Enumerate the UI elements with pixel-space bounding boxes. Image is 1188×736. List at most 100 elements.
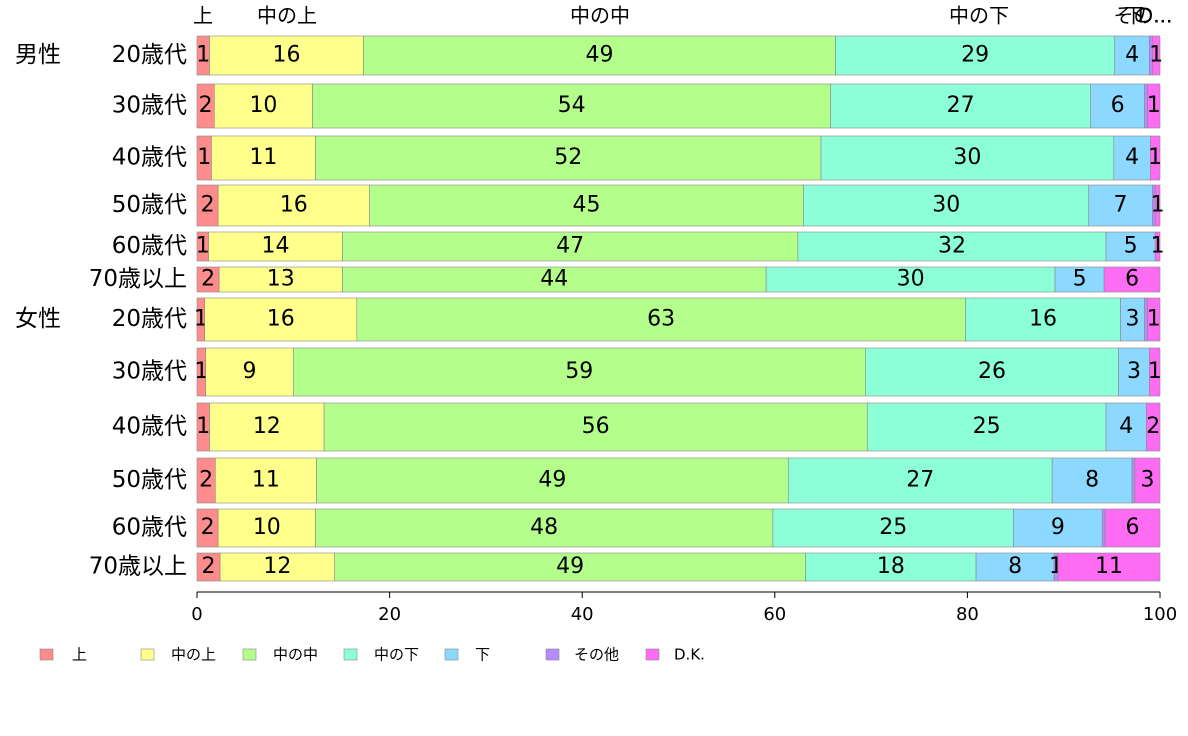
value-label: 63	[647, 307, 675, 332]
bar-segment	[866, 402, 1107, 452]
top-label: 上	[193, 4, 213, 28]
bar-segment	[1105, 402, 1147, 452]
bar-segment	[1105, 231, 1156, 262]
bar-segment	[1154, 231, 1161, 262]
bar-segment	[211, 135, 316, 181]
legend-item: 中の上	[140, 646, 216, 664]
bar-row: 40歳代 1 12 56 25 4 2	[112, 402, 1161, 452]
bar-segment	[214, 83, 313, 129]
row-label: 30歳代	[112, 359, 187, 385]
bar-segment	[217, 184, 370, 227]
row-label: 60歳代	[112, 233, 187, 259]
bar-segment	[1113, 135, 1151, 181]
bar-segment	[1104, 508, 1161, 548]
bar-segment	[356, 297, 966, 342]
x-axis: 0 20 40 60 80 100	[191, 591, 1177, 625]
top-label: 中の上	[257, 4, 317, 28]
top-label: 下	[1124, 4, 1144, 28]
value-label: 1	[1148, 145, 1162, 170]
value-label: 25	[879, 515, 907, 540]
value-label: 2	[201, 193, 215, 218]
bar-row: 60歳代 2 10 48 25 9 6	[112, 508, 1161, 548]
bar-segment	[865, 347, 1119, 397]
row-label: 40歳代	[112, 414, 187, 440]
value-label: 1	[196, 234, 210, 259]
row-label: 70歳以上	[89, 554, 187, 580]
bar-segment	[1151, 35, 1161, 76]
bar-segment	[835, 35, 1116, 76]
value-label: 1	[1151, 234, 1165, 259]
top-label: 中の中	[570, 4, 630, 28]
legend-item: 下	[444, 646, 490, 664]
bar-segment	[1101, 508, 1106, 548]
value-label: 12	[263, 554, 291, 579]
legend-item: その他	[545, 646, 619, 664]
bar-segment	[820, 135, 1115, 181]
bar-segment	[1150, 135, 1161, 181]
bar-row: 30歳代 2 10 54 27 6 1	[112, 83, 1161, 129]
bar-segment	[1118, 347, 1150, 397]
value-label: 49	[556, 554, 584, 579]
row-label: 40歳代	[112, 145, 187, 171]
value-label: 10	[249, 93, 277, 118]
bar-segment	[1051, 457, 1133, 504]
value-label: 1	[1147, 307, 1161, 332]
value-label: 11	[252, 468, 280, 493]
bar-segment	[1090, 83, 1145, 129]
value-label: 6	[1125, 267, 1139, 292]
top-label: D...	[1138, 4, 1172, 28]
value-label: 11	[249, 145, 277, 170]
x-tick-label: 20	[378, 604, 401, 625]
x-tick-label: 40	[571, 604, 594, 625]
row-label: 30歳代	[112, 93, 187, 119]
value-label: 16	[280, 193, 308, 218]
value-label: 10	[253, 515, 281, 540]
value-label: 1	[196, 43, 210, 68]
bar-segment	[214, 457, 317, 504]
value-label: 13	[267, 267, 295, 292]
value-label: 5	[1073, 267, 1087, 292]
x-tick-label: 100	[1143, 604, 1177, 625]
legend-item: 中の中	[242, 646, 318, 664]
bar-segment	[315, 135, 822, 181]
legend-label: D.K.	[674, 646, 705, 664]
legend-label: 下	[475, 646, 490, 664]
value-label: 1	[1149, 43, 1163, 68]
bar-row: 女性 20歳代 1 16 63 16 3 1	[15, 297, 1161, 342]
bar-segment	[316, 457, 789, 504]
value-label: 27	[906, 468, 934, 493]
value-label: 2	[199, 93, 213, 118]
value-label: 1	[1151, 193, 1165, 218]
legend-swatch	[545, 648, 560, 661]
bar-segment	[369, 184, 804, 227]
bar-segment	[218, 266, 343, 293]
bar-segment	[1147, 83, 1161, 129]
bar-row: 40歳代 1 11 52 30 4 1	[112, 135, 1162, 181]
bar-segment	[765, 266, 1056, 293]
value-label: 30	[897, 267, 925, 292]
value-label: 16	[1029, 307, 1057, 332]
value-label: 26	[978, 359, 1006, 384]
legend-item: 上	[39, 646, 87, 664]
bar-segment	[205, 347, 294, 397]
legend-swatch	[343, 648, 358, 661]
bar-segment	[209, 402, 325, 452]
bar-segment	[219, 552, 336, 582]
legend-label: その他	[574, 646, 619, 664]
value-label: 3	[1126, 307, 1140, 332]
x-tick-label: 0	[191, 604, 202, 625]
x-tick-label: 80	[956, 604, 979, 625]
bar-row: 50歳代 2 16 45 30 7 1	[112, 184, 1165, 227]
group-label: 女性	[15, 306, 61, 332]
value-label: 1	[1147, 93, 1161, 118]
bar-segment	[204, 297, 358, 342]
value-label: 2	[201, 515, 215, 540]
bar-row: 60歳代 1 14 47 32 5 1	[112, 231, 1165, 262]
legend-item: 中の下	[343, 646, 419, 664]
legend-swatch	[39, 648, 54, 661]
legend-swatch	[140, 648, 155, 661]
value-label: 14	[261, 234, 289, 259]
legend: 上 中の上 中の中 中の下 下 その他 D.K.	[39, 646, 705, 664]
x-tick-label: 60	[763, 604, 786, 625]
